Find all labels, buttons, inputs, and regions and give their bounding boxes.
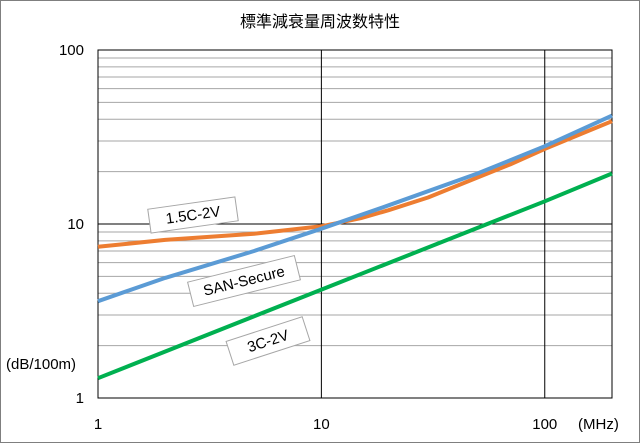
y-tick-label: 1 [76, 390, 84, 407]
x-tick-label: 1 [94, 416, 102, 433]
chart-title: 標準減衰量周波数特性 [240, 12, 400, 31]
tick-labels: 1 10 100 1 10 100 [59, 42, 557, 433]
grid [98, 50, 612, 398]
series-label-box [147, 196, 239, 234]
y-axis-unit-label: (dB/100m) [6, 356, 76, 373]
x-tick-label: 10 [313, 416, 330, 433]
series-line-1-5c-2v [97, 119, 613, 249]
series-label-box [187, 254, 301, 308]
series-lines [97, 113, 613, 381]
series-label-1-5c-2v: 1.5C-2V [147, 196, 239, 234]
y-tick-label: 100 [59, 42, 84, 59]
x-axis-unit-label: (MHz) [578, 416, 619, 433]
series-label-san-secure: SAN-Secure [187, 254, 301, 308]
series-line-san-secure [97, 113, 613, 304]
plot-area [97, 49, 613, 399]
y-tick-label: 10 [67, 216, 84, 233]
series-label-box [225, 316, 311, 366]
series-line-3c-2v [97, 171, 613, 381]
x-tick-label: 100 [532, 416, 557, 433]
